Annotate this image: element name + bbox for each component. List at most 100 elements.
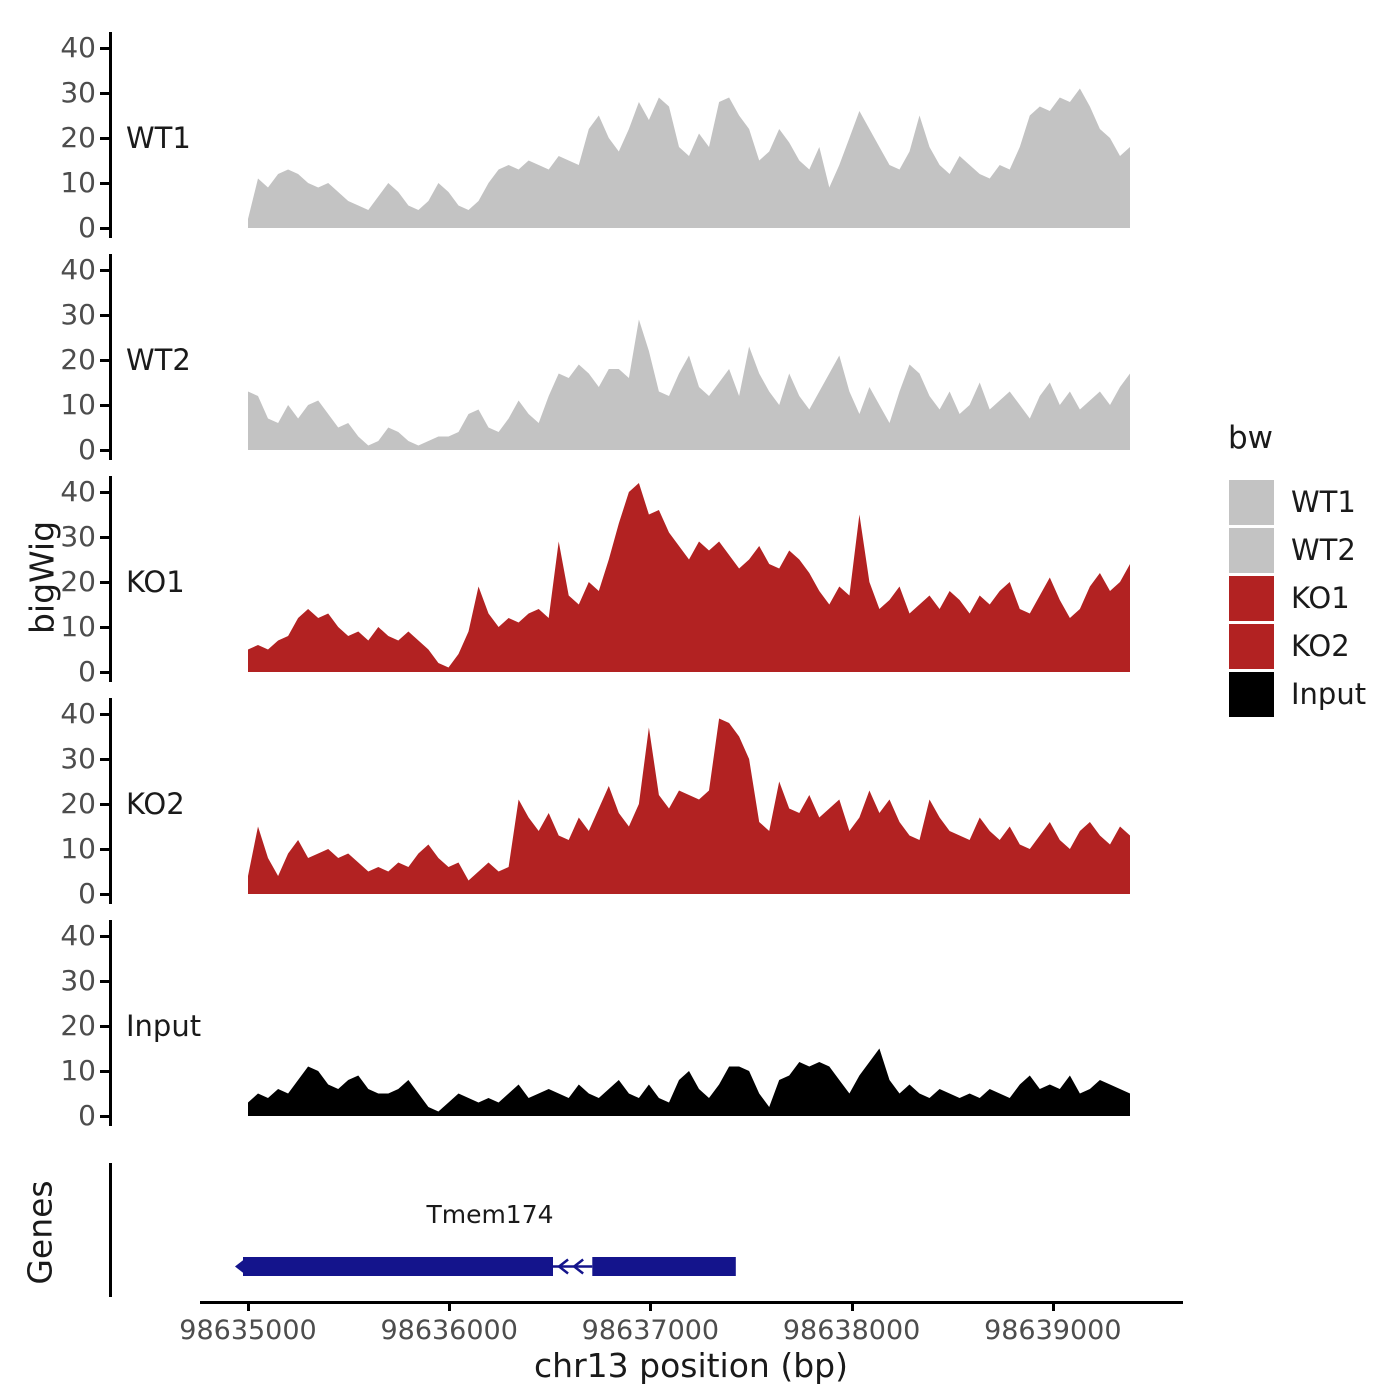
track-name-label: KO1 [126, 565, 185, 599]
area-polygon [248, 319, 1130, 450]
x-tick-label: 98638000 [782, 1315, 921, 1346]
coverage-area-input [248, 1048, 1130, 1116]
track-panel-wt2: 0 10 20 30 40 WT2 [0, 253, 1200, 466]
y-tick-mark [100, 92, 109, 95]
track-panel-ko2: 0 10 20 30 40 KO2 [0, 697, 1200, 910]
y-tick-mark [100, 626, 109, 629]
track-y-axis-line [109, 254, 112, 460]
x-tick-label: 98637000 [581, 1315, 720, 1346]
y-tick-mark [100, 758, 109, 761]
x-tick-label: 98639000 [984, 1315, 1122, 1346]
y-tick-mark [100, 980, 109, 983]
track-panel-wt1: 0 10 20 30 40 WT1 [0, 31, 1200, 244]
coverage-area-ko1 [248, 483, 1130, 672]
coverage-area-wt2 [248, 319, 1130, 450]
coverage-area-ko2 [248, 718, 1130, 894]
strand-arrow-icon [572, 1258, 584, 1275]
y-tick-mark [100, 137, 109, 140]
legend-key-input [1229, 672, 1274, 717]
legend-key-wt1 [1229, 480, 1274, 525]
x-tick-label: 98636000 [380, 1315, 518, 1346]
area-polygon [248, 1048, 1130, 1116]
y-tick-label: 0 [78, 655, 96, 688]
legend-label-wt1: WT1 [1291, 485, 1356, 519]
y-tick-mark [100, 713, 109, 716]
y-tick-label: 0 [78, 433, 96, 466]
area-polygon [248, 483, 1130, 672]
legend-title: bw [1228, 420, 1274, 456]
legend-key-wt2 [1229, 528, 1274, 573]
track-name-label: Input [126, 1009, 202, 1043]
y-tick-mark [100, 491, 109, 494]
y-tick-label: 40 [60, 253, 96, 286]
track-y-axis-line [109, 476, 112, 682]
x-tick-mark [850, 1302, 854, 1311]
y-tick-mark [100, 1115, 109, 1118]
strand-arrow-icon [557, 1258, 569, 1275]
y-tick-label: 40 [60, 697, 96, 730]
area-polygon [248, 88, 1130, 228]
y-tick-label: 40 [60, 31, 96, 64]
x-tick-mark [1051, 1302, 1055, 1311]
x-axis-title: chr13 position (bp) [534, 1346, 848, 1385]
legend-label-ko2: KO2 [1291, 629, 1350, 663]
legend-key-ko1 [1229, 576, 1274, 621]
y-tick-mark [100, 404, 109, 407]
y-tick-label: 10 [60, 388, 96, 421]
y-tick-label: 10 [60, 1054, 96, 1087]
legend-label-wt2: WT2 [1291, 533, 1356, 567]
y-tick-mark [100, 935, 109, 938]
legend-key-ko2 [1229, 624, 1274, 669]
y-tick-label: 0 [78, 211, 96, 244]
y-tick-mark [100, 359, 109, 362]
y-tick-mark [100, 47, 109, 50]
x-tick-mark [247, 1302, 250, 1311]
y-tick-mark [100, 893, 109, 896]
x-axis-line [200, 1301, 1183, 1304]
y-tick-label: 30 [60, 520, 96, 553]
y-tick-mark [100, 269, 109, 272]
y-tick-mark [100, 803, 109, 806]
y-tick-label: 20 [60, 1009, 96, 1042]
y-tick-mark [100, 671, 109, 674]
legend-label-ko1: KO1 [1291, 581, 1350, 615]
area-polygon [248, 718, 1130, 894]
track-panel-ko1: 0 10 20 30 40 KO1 [0, 476, 1200, 688]
y-tick-label: 20 [60, 787, 96, 820]
track-y-axis-line [109, 698, 112, 904]
y-tick-mark [100, 182, 109, 185]
genes-panel-axis-line [109, 1163, 112, 1297]
y-tick-label: 30 [60, 76, 96, 109]
y-tick-label: 20 [60, 121, 96, 154]
y-tick-label: 10 [60, 610, 96, 643]
gene-exon-1 [243, 1257, 553, 1276]
y-tick-label: 20 [60, 565, 96, 598]
y-tick-mark [100, 536, 109, 539]
x-tick-mark [649, 1302, 653, 1311]
y-tick-label: 0 [78, 1099, 96, 1132]
y-tick-mark [100, 227, 109, 230]
y-tick-label: 10 [60, 166, 96, 199]
coverage-area-wt1 [248, 88, 1130, 228]
gene-exon-2 [592, 1257, 736, 1276]
track-name-label: WT2 [126, 343, 191, 377]
y-axis-title-genes: Genes [20, 1180, 60, 1285]
y-tick-mark [100, 1070, 109, 1073]
legend-label-input: Input [1291, 677, 1367, 711]
y-tick-mark [100, 848, 109, 851]
y-tick-label: 30 [60, 298, 96, 331]
gene-start-arrow-icon [234, 1259, 244, 1274]
track-name-label: KO2 [126, 787, 185, 821]
y-tick-label: 10 [60, 832, 96, 865]
y-tick-label: 30 [60, 742, 96, 775]
track-y-axis-line [109, 920, 112, 1126]
x-tick-mark [448, 1302, 452, 1311]
y-tick-mark [100, 314, 109, 317]
track-panel-input: 0 10 20 30 40 Input [0, 920, 1200, 1132]
y-tick-mark [100, 1025, 109, 1028]
y-tick-mark [100, 449, 109, 452]
gene-model-glyph [234, 1257, 736, 1276]
y-tick-label: 0 [78, 877, 96, 910]
track-y-axis-line [109, 32, 112, 238]
